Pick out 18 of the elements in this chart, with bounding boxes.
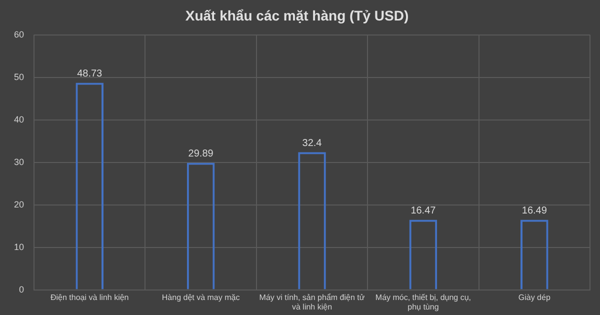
x-tick-label: Giày dép [518,292,551,302]
data-label: 16.47 [410,206,436,217]
data-label: 29.89 [188,148,214,160]
y-tick-label: 50 [14,72,24,82]
x-tick-label: Hàng dệt và may mặc [162,292,240,302]
y-tick-label: 60 [14,29,24,40]
x-tick-label: Máy móc, thiết bị, dụng cụ, phụ tùng [375,292,472,312]
data-label: 48.73 [77,68,103,80]
y-tick-label: 10 [14,242,24,252]
x-tick-label: Máy vi tính, sản phẩm điện tử và linh kiện [259,292,366,312]
data-label: 32.4 [302,138,322,149]
data-label: 16.49 [522,205,548,216]
chart-title: Xuất khẩu các mặt hàng (Tỷ USD) [185,7,409,24]
x-tick-label: Điện thoại và linh kiện [50,292,129,302]
y-tick-label: 0 [18,284,24,294]
y-tick-label: 40 [14,114,24,124]
y-tick-label: 20 [14,199,24,210]
y-tick-label: 30 [14,156,24,167]
